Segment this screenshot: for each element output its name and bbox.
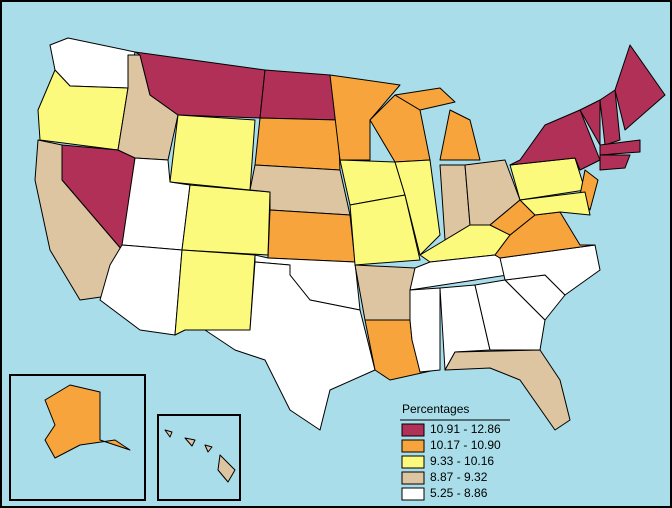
state bbox=[579, 99, 601, 146]
state bbox=[394, 159, 441, 256]
states bbox=[34, 37, 666, 483]
state bbox=[217, 454, 236, 483]
legend: 10.91 - 12.86 10.17 - 10.90 9.33 - 10.16 8.… bbox=[401, 422, 501, 501]
legend-swatch bbox=[401, 471, 425, 485]
state bbox=[439, 284, 491, 371]
legend-label: 5.25 - 8.86 bbox=[430, 486, 488, 500]
state bbox=[509, 109, 601, 171]
state bbox=[599, 89, 621, 146]
state bbox=[267, 209, 356, 263]
alaska-inset bbox=[9, 374, 146, 501]
legend-label: 10.91 - 12.86 bbox=[430, 422, 501, 436]
state bbox=[614, 44, 666, 131]
state bbox=[329, 74, 401, 161]
state bbox=[349, 194, 421, 266]
state bbox=[164, 429, 173, 438]
state bbox=[44, 384, 131, 459]
hawaii-inset bbox=[157, 414, 241, 501]
state bbox=[439, 109, 481, 161]
state bbox=[204, 261, 376, 431]
state bbox=[184, 437, 196, 447]
legend-title: Percentages bbox=[402, 402, 469, 416]
state bbox=[181, 184, 271, 256]
legend-swatch bbox=[401, 439, 425, 453]
state bbox=[259, 69, 339, 121]
state bbox=[444, 349, 571, 431]
state bbox=[204, 444, 213, 453]
legend-swatch bbox=[401, 455, 425, 469]
legend-label: 8.87 - 9.32 bbox=[430, 470, 488, 484]
legend-label: 9.33 - 10.16 bbox=[430, 454, 494, 468]
legend-swatch bbox=[401, 487, 425, 501]
state bbox=[369, 94, 431, 163]
state bbox=[254, 117, 341, 171]
state bbox=[174, 249, 256, 336]
state bbox=[169, 114, 256, 191]
legend-swatch bbox=[401, 423, 425, 437]
state bbox=[354, 264, 416, 321]
legend-label: 10.17 - 10.90 bbox=[430, 438, 501, 452]
state bbox=[474, 279, 546, 351]
state bbox=[519, 191, 591, 216]
state bbox=[599, 139, 641, 156]
state bbox=[394, 87, 456, 111]
state bbox=[599, 154, 631, 171]
